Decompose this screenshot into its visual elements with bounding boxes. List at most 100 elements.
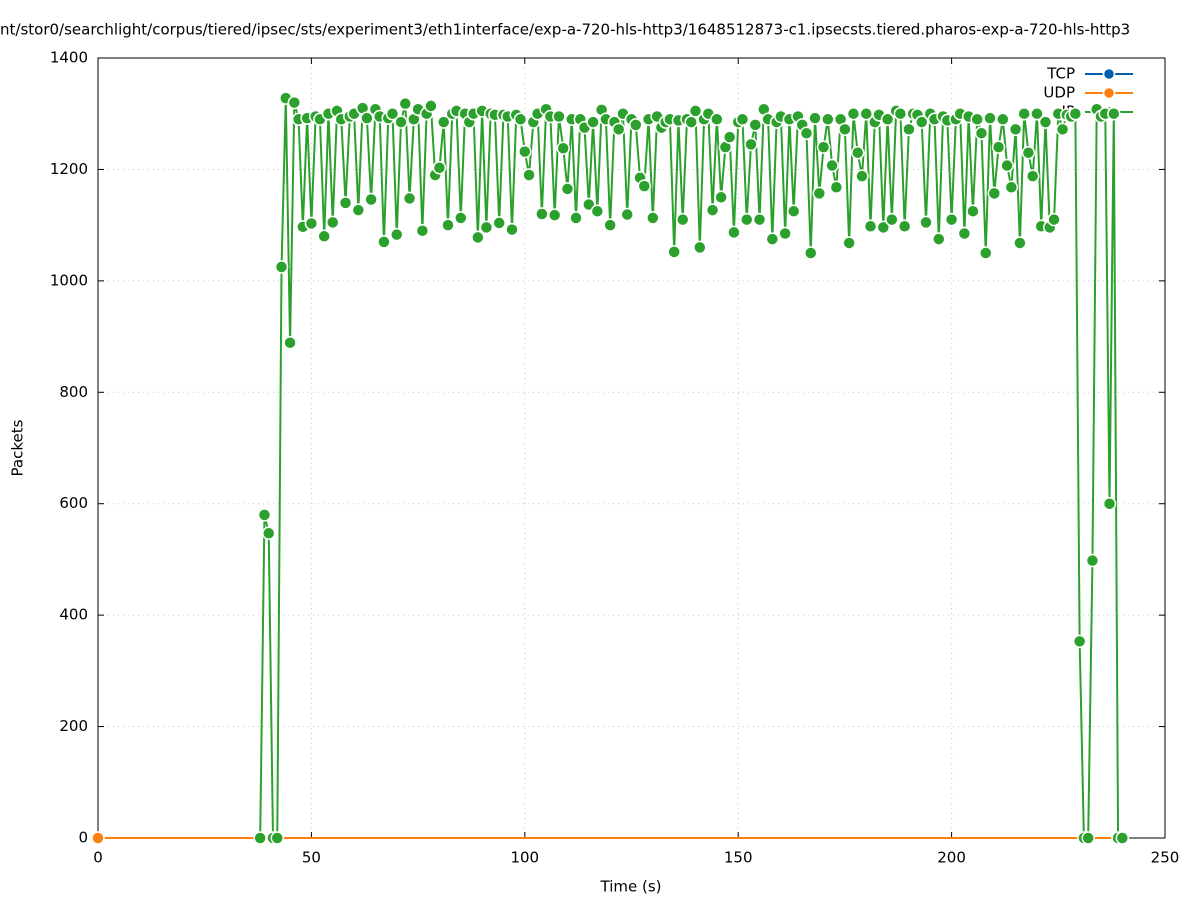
data-point [1115, 831, 1130, 845]
data-point [944, 212, 959, 227]
data-point [522, 168, 536, 182]
data-point [1072, 634, 1087, 649]
data-point [812, 186, 827, 201]
data-point [586, 115, 600, 129]
data-point [360, 111, 374, 125]
data-point [897, 219, 912, 234]
x-tick-label: 0 [93, 849, 103, 867]
chart-title: nt/stor0/searchlight/corpus/tiered/ipsec… [0, 21, 1130, 39]
data-point [966, 204, 980, 218]
data-point [1038, 115, 1053, 129]
data-point [611, 122, 626, 137]
data-point [505, 222, 519, 237]
data-point [902, 122, 916, 137]
data-point [693, 240, 707, 255]
data-point [786, 204, 801, 218]
data-point [735, 112, 750, 127]
data-point [1102, 496, 1117, 511]
data-point [390, 227, 404, 242]
data-point [714, 190, 728, 205]
legend-label: UDP [1043, 84, 1075, 102]
data-point [492, 216, 506, 230]
data-point [863, 219, 878, 234]
y-tick-label: 1400 [50, 49, 88, 67]
data-point [1068, 106, 1083, 121]
data-point [880, 112, 895, 127]
data-point [261, 526, 276, 540]
data-point [675, 212, 690, 227]
data-point [646, 211, 660, 225]
data-point [479, 220, 494, 235]
legend-marker [1102, 67, 1116, 81]
data-point [727, 225, 741, 240]
legend-label: TCP [1046, 65, 1075, 83]
data-point [325, 215, 340, 230]
data-point [629, 118, 643, 132]
x-tick-label: 50 [302, 849, 321, 867]
data-point [338, 196, 353, 210]
data-point [808, 111, 822, 125]
x-tick-label: 100 [510, 849, 539, 867]
data-point [620, 207, 634, 222]
data-point [1081, 831, 1095, 845]
data-point [436, 115, 451, 129]
data-point [842, 236, 856, 250]
y-tick-label: 400 [59, 606, 88, 624]
data-point [1008, 122, 1023, 137]
data-point [415, 223, 430, 238]
data-point [547, 208, 562, 222]
data-point [287, 95, 302, 110]
data-point [987, 186, 1002, 201]
data-point [893, 106, 908, 121]
x-tick-label: 150 [724, 849, 753, 867]
data-point [513, 112, 528, 127]
data-point [1085, 553, 1100, 568]
y-tick-label: 0 [78, 829, 88, 847]
data-point [816, 140, 831, 154]
data-point [364, 192, 378, 207]
data-point [825, 158, 839, 173]
data-point [402, 191, 417, 206]
data-point [394, 115, 408, 129]
data-point [441, 218, 455, 232]
data-point [859, 106, 873, 121]
data-point [569, 211, 583, 225]
y-tick-label: 200 [59, 717, 88, 735]
data-point [1025, 169, 1040, 183]
x-tick-label: 250 [1151, 849, 1180, 867]
data-point [722, 130, 737, 144]
data-point [270, 831, 285, 845]
legend-marker [1102, 86, 1116, 100]
data-point [688, 104, 703, 118]
data-point [850, 145, 865, 160]
data-point [556, 141, 570, 156]
data-point [821, 112, 835, 127]
data-point [91, 831, 105, 845]
data-point [799, 126, 814, 140]
y-tick-label: 600 [59, 494, 88, 512]
data-point [454, 211, 468, 225]
data-point [317, 229, 331, 244]
data-point [1107, 106, 1121, 121]
data-point [1055, 122, 1070, 137]
data-point [978, 246, 993, 260]
data-point [1004, 180, 1019, 195]
data-point [748, 118, 763, 132]
data-point [590, 204, 605, 218]
data-point [970, 112, 984, 127]
data-point [432, 161, 447, 175]
y-tick-label: 800 [59, 383, 88, 401]
data-point [471, 230, 485, 245]
data-point [637, 179, 652, 193]
data-point [829, 180, 844, 195]
data-point [705, 203, 720, 217]
data-point [351, 203, 366, 217]
data-point [765, 232, 780, 246]
data-point [385, 106, 400, 121]
data-point [253, 831, 267, 845]
data-point [974, 126, 989, 140]
data-point [846, 106, 861, 121]
data-point [855, 169, 869, 183]
data-point [914, 115, 929, 129]
